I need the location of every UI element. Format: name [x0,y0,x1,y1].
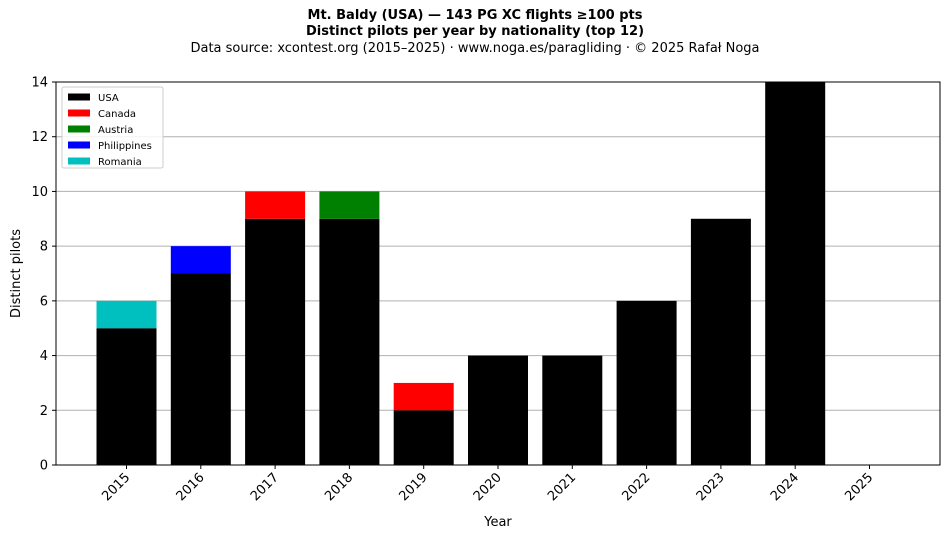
bar-segment [393,382,454,411]
legend-swatch [68,109,90,117]
legend-label: Romania [98,157,142,168]
bar-segment [170,246,231,274]
y-tick-label: 6 [40,294,48,309]
y-tick-label: 8 [40,240,48,255]
y-tick-label: 2 [40,404,48,419]
x-tick-label: 2020 [471,470,505,504]
x-tick-label: 2016 [174,470,208,504]
x-tick-label: 2017 [248,470,282,504]
legend-swatch [68,141,90,149]
y-axis-label: Distinct pilots [9,229,24,318]
bar-segment [542,355,603,465]
bar-segment [468,355,528,465]
legend-label: USA [98,93,119,104]
x-axis-label: Year [483,515,512,530]
chart-title: Mt. Baldy (USA) — 143 PG XC flights ≥100… [307,8,643,23]
x-tick-label: 2022 [619,470,653,504]
bar-segment [616,300,677,465]
x-tick-label: 2015 [99,470,133,504]
legend-swatch [68,93,90,101]
x-tick-label: 2023 [694,470,728,504]
bar-segment [690,218,751,465]
x-tick-label: 2025 [842,470,876,504]
legend-swatch [68,157,90,165]
bar-segment [96,328,157,465]
bars [96,82,826,465]
x-tick-label: 2024 [768,470,802,504]
x-tick-label: 2019 [397,470,431,504]
y-tick-label: 12 [31,130,48,145]
legend: USA Canada Austria Philippines Romania [61,86,164,169]
legend-label: Philippines [98,141,152,152]
bar-segment [319,191,380,219]
legend-label: Canada [98,109,136,120]
chart-subtitle: Distinct pilots per year by nationality … [305,24,645,39]
bar-segment [96,300,157,329]
bar-segment [765,82,826,465]
chart-source: Data source: xcontest.org (2015–2025) · … [190,41,760,56]
y-tick-label: 14 [31,76,48,91]
y-tick-label: 4 [40,349,48,364]
x-tick-label: 2018 [322,470,356,504]
chart-title-block: Mt. Baldy (USA) — 143 PG XC flights ≥100… [0,8,950,57]
y-tick-label: 10 [31,185,48,200]
y-tick-label: 0 [40,459,48,474]
legend-label: Austria [98,125,133,136]
bar-segment [245,218,306,465]
bar-segment [170,273,231,465]
bar-segment [319,218,380,465]
x-tick-label: 2021 [545,470,579,504]
bar-segment [393,410,454,465]
bar-segment [245,191,306,219]
legend-swatch [68,125,90,133]
